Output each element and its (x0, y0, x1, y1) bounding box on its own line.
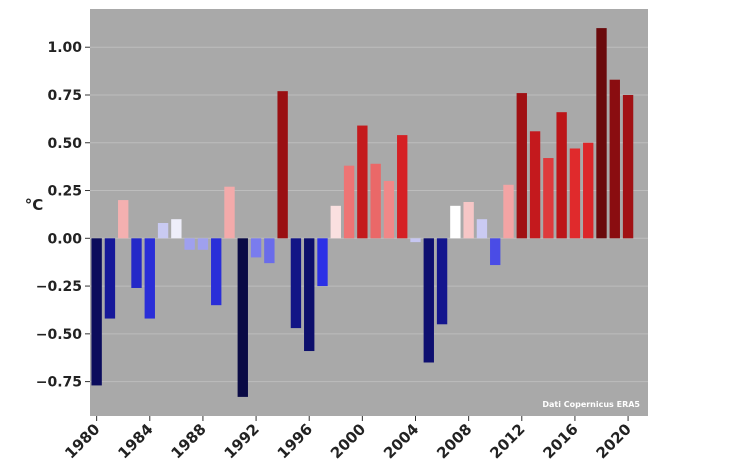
bar-2020 (622, 94, 634, 239)
bar-1989 (211, 238, 222, 306)
bar-2011 (503, 184, 514, 239)
bar-layer (91, 28, 634, 397)
bar-2008 (463, 201, 474, 239)
x-tick-label: 1988 (168, 420, 210, 462)
bar-2000 (357, 125, 368, 239)
bar-2007 (450, 205, 461, 239)
bar-1986 (171, 219, 182, 239)
y-tick-label: −0.75 (36, 375, 82, 391)
bar-1993 (264, 238, 275, 264)
y-tick-label: −0.25 (36, 279, 82, 295)
x-tick-label: 2012 (486, 420, 528, 462)
x-tick-label: 2004 (380, 420, 422, 462)
y-tick-label: −0.50 (36, 327, 83, 343)
bar-1980 (91, 238, 102, 386)
y-axis-ticks: −0.75 −0.50 −0.25 0.00 0.25 0.50 0.75 1.00 (36, 40, 90, 391)
bar-1996 (304, 238, 315, 352)
x-tick-label: 1992 (221, 420, 263, 462)
y-axis-label: °C (25, 196, 44, 214)
bar-1992 (250, 238, 262, 258)
data-source-credit: Dati Copernicus ERA5 (542, 400, 640, 409)
bar-2016 (569, 148, 581, 239)
bar-1999 (343, 165, 355, 239)
y-tick-label: 0.00 (47, 231, 82, 247)
bar-2006 (436, 238, 448, 325)
x-tick-label: 2020 (593, 420, 635, 462)
bar-1987 (184, 238, 195, 250)
bar-1998 (330, 205, 341, 239)
x-tick-label: 2000 (327, 420, 369, 462)
bar-2003 (397, 135, 408, 239)
y-tick-label: 0.25 (47, 184, 82, 200)
bar-1990 (224, 186, 235, 239)
bar-2019 (609, 79, 620, 239)
bar-1981 (104, 238, 116, 319)
bar-2002 (383, 180, 395, 239)
y-tick-label: 0.50 (47, 136, 82, 152)
bar-1984 (144, 238, 155, 319)
x-tick-label: 1980 (61, 420, 103, 462)
bar-2012 (516, 93, 527, 239)
bar-1988 (197, 238, 209, 250)
bar-2010 (490, 238, 501, 266)
bar-1991 (237, 238, 248, 397)
bar-1995 (290, 238, 302, 329)
x-axis-ticks: 1980 1984 1988 1992 1996 2000 2004 2008 2012 2016… (61, 416, 635, 462)
bar-2009 (476, 219, 488, 239)
bar-1994 (277, 91, 288, 239)
bar-1985 (157, 223, 169, 239)
bar-1983 (131, 238, 142, 288)
bar-2013 (529, 131, 541, 239)
grid-layer (90, 46, 648, 383)
bar-2001 (370, 163, 381, 239)
y-tick-label: 0.75 (47, 88, 82, 104)
x-tick-label: 2008 (433, 420, 475, 462)
bar-2005 (423, 238, 434, 363)
x-tick-label: 2016 (540, 420, 582, 462)
bar-1997 (317, 238, 328, 287)
x-tick-label: 1996 (274, 420, 316, 462)
bar-2004 (410, 238, 421, 243)
bar-2014 (543, 158, 554, 239)
y-tick-label: 1.00 (47, 40, 82, 56)
bar-2018 (596, 28, 607, 239)
bar-2015 (556, 112, 567, 239)
plot-background (90, 9, 648, 416)
bar-2017 (583, 142, 594, 239)
bar-1982 (118, 200, 129, 239)
x-tick-label: 1984 (114, 420, 156, 462)
